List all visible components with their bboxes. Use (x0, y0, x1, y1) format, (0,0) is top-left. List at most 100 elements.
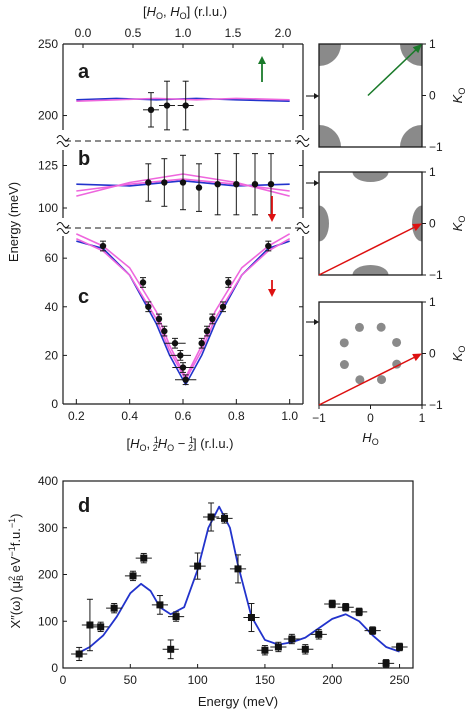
b-arrow-head (268, 214, 276, 222)
panel-d-xlabel: Energy (meV) (198, 694, 278, 709)
map1-pocket-1 (352, 265, 389, 275)
break-mark-1-0b (56, 227, 70, 235)
b-point-1 (161, 179, 168, 186)
map0-pocket-3 (400, 125, 422, 147)
map-ytick-label-2-1: 0 (429, 347, 436, 361)
map-arrowhead-0 (412, 44, 422, 54)
map-ylabel-1: KO (450, 216, 467, 232)
map0-pocket-0 (319, 44, 341, 66)
b-point-7 (267, 181, 275, 188)
map-ylabel-K-2: K (450, 351, 465, 361)
energy-axis-label: Energy (meV) (6, 182, 21, 262)
d-point-23 (382, 659, 390, 667)
top-tick-label-3: 1.5 (225, 26, 242, 40)
d-point-22 (369, 627, 377, 635)
d-ytick-label-1: 100 (38, 614, 58, 628)
d-point-13 (247, 614, 255, 622)
c-point-0 (99, 242, 107, 250)
a-point-2 (182, 102, 189, 109)
d-point-10 (207, 513, 215, 521)
d-xtick-label-4: 200 (322, 673, 342, 687)
panel-d-ylabel: X″(ω) (μB2 eV−1f.u.−1) (7, 513, 25, 628)
c-point-10 (203, 327, 211, 335)
map-arrowhead-1 (412, 223, 422, 232)
map-arrow-1 (318, 225, 417, 276)
panel-d-label: d (78, 495, 90, 517)
d-point-12 (234, 565, 242, 573)
map-content-1 (319, 172, 422, 275)
d-point-1 (86, 621, 94, 629)
c-point-6 (177, 352, 184, 359)
d-point-6 (156, 601, 164, 609)
c-point-5 (171, 340, 179, 347)
map1-pocket-2 (319, 205, 329, 242)
map-content-0 (319, 44, 422, 147)
map-arrow-0 (367, 48, 418, 97)
b-point-6 (251, 181, 259, 188)
c-point-13 (225, 279, 232, 286)
d-ytick-label-3: 300 (38, 521, 58, 535)
d-point-20 (342, 603, 350, 611)
d-xtick-label-5: 250 (390, 673, 410, 687)
b-point-2 (179, 179, 187, 186)
map2-spot-4 (339, 360, 349, 370)
map-ylabel-O-0: O (457, 88, 467, 95)
map-ytick-label-2-2: −1 (429, 398, 443, 412)
frames-abc (56, 43, 310, 405)
top-tick-label-2: 1.0 (175, 26, 192, 40)
map2-spot-6 (377, 375, 387, 385)
map-ytick-label-1-2: −1 (429, 268, 443, 282)
map-ylabel-K-1: K (450, 221, 465, 231)
c-ytick-label-1: 20 (45, 348, 59, 362)
d-point-7 (167, 645, 175, 653)
top-tick-label-1: 0.5 (125, 26, 142, 40)
d-ytick-label-0: 0 (51, 661, 58, 675)
d-xtick-label-3: 150 (255, 673, 275, 687)
map-xtick-label-2-2: 1 (419, 411, 426, 425)
d-xtick-label-1: 50 (124, 673, 138, 687)
c-ytick-label-0: 0 (51, 397, 58, 411)
a-curve-1 (76, 97, 290, 103)
break-mark-1-0a (56, 221, 70, 229)
a-arrow-head (258, 56, 266, 64)
map2-spot-2 (354, 322, 364, 332)
map-xlabel-H: H (362, 430, 372, 445)
map-xtick-label-2-0: −1 (312, 411, 326, 425)
map-arrow-2 (318, 355, 417, 406)
map-2: 10−1KO−1 0 1HO (312, 295, 467, 447)
d-point-8 (172, 613, 180, 621)
c-ytick-label-2: 40 (45, 300, 59, 314)
map1-pocket-0 (352, 172, 389, 182)
map-ytick-label-1-0: 1 (429, 165, 436, 179)
map2-spot-7 (392, 359, 402, 369)
b-point-4 (214, 181, 221, 188)
d-ytick-label-4: 400 (38, 474, 58, 488)
map-content-2 (339, 322, 402, 385)
map-ylabel-O-2: O (457, 346, 467, 353)
c-xtick-label-2: 0.6 (175, 409, 192, 423)
map-frame-1 (318, 171, 423, 276)
c-point-8 (182, 376, 189, 383)
map0-pocket-2 (319, 125, 341, 147)
top-tick-label-0: 0.0 (75, 26, 92, 40)
map-ylabel-2: KO (450, 346, 467, 362)
map2-spot-5 (355, 375, 365, 385)
panel-c-xlabel: [HO, 1 2HO − 1 2] (r.l.u.) (126, 435, 233, 453)
a-point-1 (163, 102, 171, 109)
map-ytick-label-1-1: 0 (429, 217, 436, 231)
map-ylabel-O-1: O (457, 216, 467, 223)
d-point-4 (129, 572, 137, 580)
c-point-9 (198, 340, 205, 347)
b-ytick-label-1: 125 (38, 159, 58, 173)
map2-spot-1 (376, 322, 386, 332)
c-curve-2 (76, 237, 291, 381)
map2-spot-3 (339, 338, 349, 348)
a-pointer-head (314, 93, 319, 99)
map-ytick-label-0-1: 0 (429, 89, 436, 103)
top-tick-label-4: 2.0 (275, 26, 292, 40)
c-point-3 (155, 315, 163, 323)
d-point-14 (261, 646, 269, 654)
break-mark-0-0b (56, 140, 70, 148)
